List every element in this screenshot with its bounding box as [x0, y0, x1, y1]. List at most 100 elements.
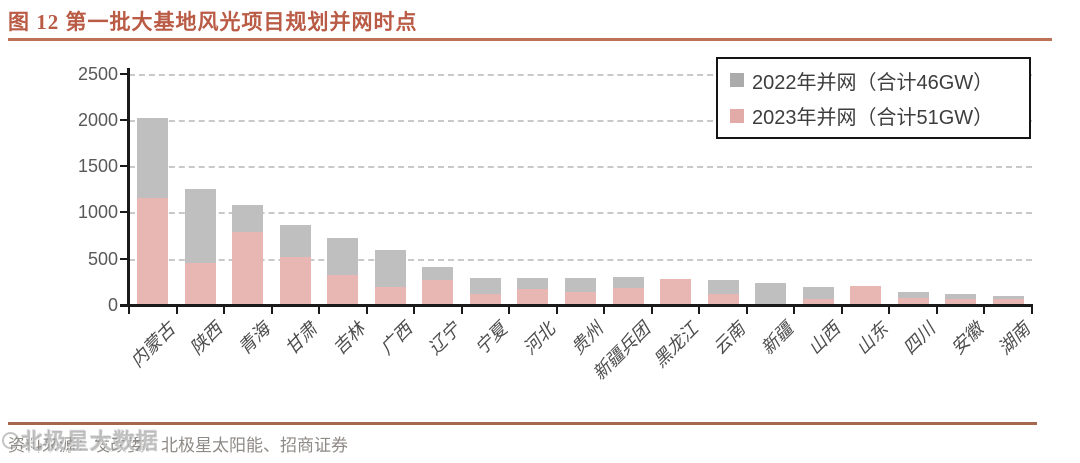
y-tick-label-500: 500: [87, 248, 118, 269]
x-label-湖南: 湖南: [994, 318, 1035, 359]
x-label-黑龙江: 黑龙江: [649, 318, 702, 372]
bar-2023-新疆兵团: [612, 287, 644, 305]
x-tick-9: [555, 305, 558, 314]
bar-2023-黑龙江: [660, 279, 692, 305]
legend-label-2022: 2022年并网（合计46GW）: [752, 71, 994, 94]
x-tick-15: [840, 305, 843, 314]
x-tick-11: [650, 305, 653, 314]
bar-2022-辽宁: [422, 267, 454, 280]
source-note: 资料来源：发改委、北极星太阳能、招商证券: [8, 436, 348, 455]
x-label-甘肃: 甘肃: [281, 318, 322, 359]
bar-2023-吉林: [327, 275, 359, 305]
bar-2022-宁夏: [469, 278, 501, 294]
gridline-1000: [129, 212, 1032, 215]
bar-2022-贵州: [565, 277, 596, 292]
x-tick-19: [1031, 305, 1033, 314]
y-tick-2500: [120, 72, 128, 75]
bar-2023-陕西: [184, 263, 216, 305]
y-tick-500: [120, 257, 128, 260]
x-label-新疆: 新疆: [756, 318, 797, 359]
bar-2022-新疆: [755, 283, 787, 305]
watermark-text: 北极星大数据: [21, 429, 160, 454]
bar-2023-云南: [707, 293, 739, 305]
x-tick-18: [983, 305, 986, 314]
y-tick-label-1500: 1500: [77, 156, 118, 177]
bar-2022-云南: [707, 279, 739, 294]
bar-2023-山东: [850, 286, 882, 305]
title-underline-rule: [8, 38, 1052, 41]
x-tick-4: [318, 305, 321, 314]
bar-2022-湖南: [992, 295, 1024, 300]
x-tick-17: [935, 305, 938, 314]
bar-2022-安徽: [945, 294, 977, 299]
legend-swatch-2022-icon: [730, 73, 744, 88]
bar-2023-安徽: [945, 298, 977, 305]
x-label-内蒙古: 内蒙古: [126, 318, 179, 372]
y-axis-line: [127, 68, 130, 307]
x-tick-16: [888, 305, 891, 314]
legend-item-2022: 2022年并网（合计46GW）: [730, 66, 1029, 95]
x-label-河北: 河北: [519, 318, 559, 359]
bar-2023-贵州: [565, 291, 596, 305]
gridline-2000: [129, 119, 1032, 122]
bar-2022-内蒙古: [137, 117, 169, 198]
bar-2022-青海: [232, 204, 264, 232]
bar-2023-甘肃: [279, 256, 311, 305]
gridline-2500: [129, 73, 1032, 76]
legend-swatch-2023-icon: [730, 108, 744, 123]
x-label-四川: 四川: [899, 318, 940, 359]
bar-2022-四川: [897, 292, 929, 298]
bar-2022-山西: [802, 287, 834, 299]
bar-2022-甘肃: [279, 225, 311, 257]
x-label-青海: 青海: [234, 318, 274, 359]
x-tick-2: [223, 305, 226, 314]
x-tick-13: [745, 305, 748, 314]
watermark: 北极星大数据: [2, 424, 159, 456]
figure-title: 图 12 第一批大基地风光项目规划并网时点: [8, 10, 418, 34]
bar-2022-新疆兵团: [612, 277, 644, 288]
bar-2023-青海: [232, 231, 264, 305]
bar-2022-广西: [374, 249, 406, 287]
y-tick-0: [120, 304, 128, 306]
x-tick-3: [270, 305, 273, 314]
bar-2023-山西: [802, 298, 834, 305]
x-tick-5: [365, 305, 368, 314]
x-label-山西: 山西: [804, 318, 845, 359]
x-tick-12: [698, 305, 701, 314]
watermark-logo-icon: [2, 431, 19, 449]
y-tick-label-2000: 2000: [77, 109, 118, 130]
y-tick-1500: [120, 165, 128, 168]
legend-label-2023: 2023年并网（合计51GW）: [752, 107, 994, 130]
bar-2023-宁夏: [469, 293, 501, 305]
x-label-广西: 广西: [376, 318, 417, 359]
bar-2022-吉林: [327, 238, 359, 276]
x-label-辽宁: 辽宁: [424, 318, 464, 359]
chart-legend: 2022年并网（合计46GW） 2023年并网（合计51GW）: [716, 57, 1031, 139]
x-axis-line: [120, 304, 1033, 307]
y-tick-label-2500: 2500: [77, 63, 118, 84]
y-tick-label-1000: 1000: [77, 202, 118, 223]
x-label-山东: 山东: [852, 318, 892, 359]
y-tick-1000: [120, 211, 128, 214]
y-tick-label-0: 0: [107, 295, 118, 315]
x-tick-8: [508, 305, 511, 314]
bar-2023-湖南: [992, 299, 1024, 305]
bar-2023-河北: [517, 288, 549, 305]
x-label-吉林: 吉林: [329, 318, 369, 359]
x-label-云南: 云南: [709, 318, 750, 359]
x-label-安徽: 安徽: [947, 318, 987, 359]
legend-item-2023: 2023年并网（合计51GW）: [730, 101, 1029, 130]
bar-2023-内蒙古: [137, 197, 169, 305]
bar-2023-广西: [374, 286, 406, 305]
x-tick-10: [603, 305, 606, 314]
gridline-500: [129, 258, 1032, 261]
x-tick-6: [413, 305, 416, 314]
x-tick-1: [175, 305, 178, 314]
x-tick-7: [460, 305, 463, 314]
bar-2022-陕西: [184, 189, 216, 264]
x-tick-0: [128, 305, 130, 314]
x-label-陕西: 陕西: [186, 318, 227, 359]
x-tick-14: [793, 305, 796, 314]
footer-rule: [8, 422, 1037, 425]
